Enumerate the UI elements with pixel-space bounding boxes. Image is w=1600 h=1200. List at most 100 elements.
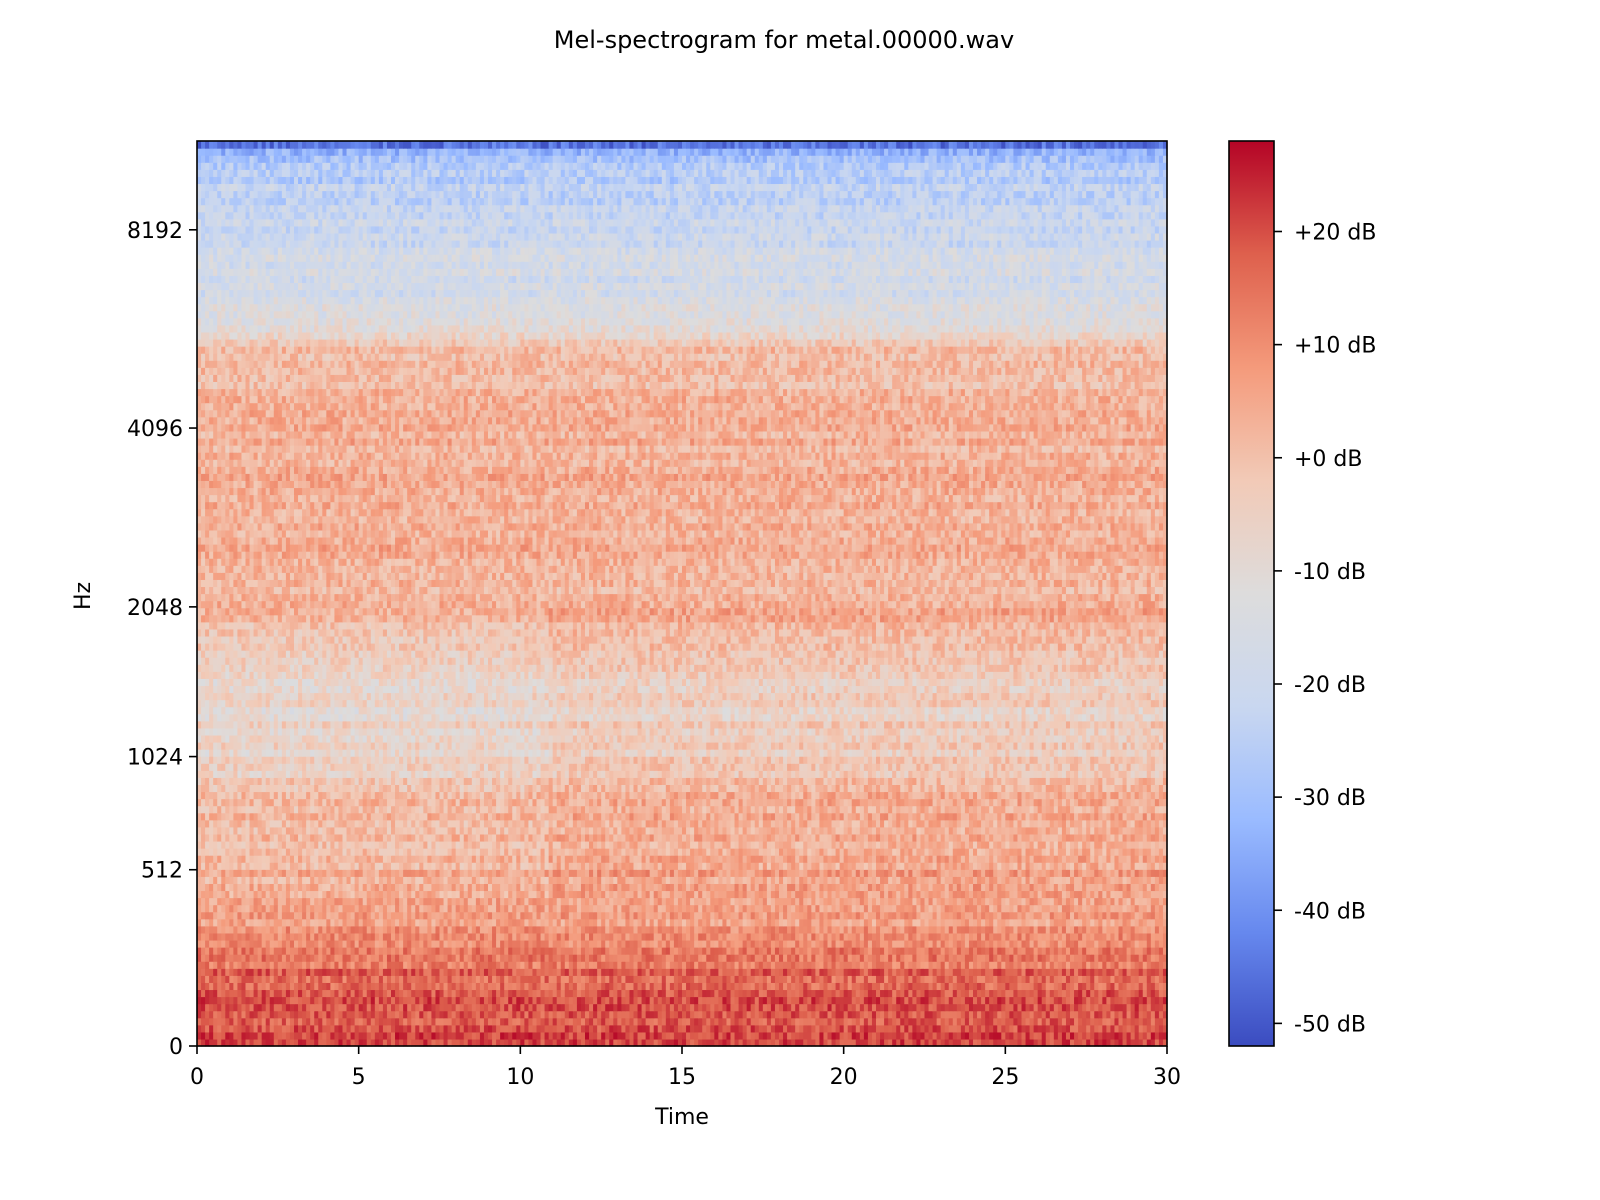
- heatmap-cell: [601, 947, 606, 955]
- heatmap-cell: [908, 997, 913, 1005]
- heatmap-cell: [423, 997, 428, 1005]
- heatmap-cell: [807, 1025, 812, 1033]
- heatmap-cell: [262, 905, 267, 913]
- heatmap-cell: [286, 1018, 291, 1026]
- heatmap-cell: [545, 982, 550, 990]
- heatmap-cell: [541, 919, 546, 927]
- heatmap-cell: [1135, 1004, 1140, 1012]
- heatmap-cell: [949, 1025, 954, 1033]
- heatmap-cell: [347, 982, 352, 990]
- heatmap-cell: [601, 905, 606, 913]
- heatmap-cell: [856, 982, 861, 990]
- heatmap-cell: [347, 926, 352, 934]
- heatmap-cell: [856, 975, 861, 983]
- heatmap-cell: [706, 912, 711, 920]
- heatmap-cell: [670, 954, 675, 962]
- heatmap-cell: [912, 961, 917, 969]
- heatmap-cell: [731, 940, 736, 948]
- heatmap-cell: [589, 912, 594, 920]
- heatmap-cell: [565, 1011, 570, 1019]
- heatmap-cell: [1139, 961, 1144, 969]
- heatmap-cell: [791, 954, 796, 962]
- heatmap-cell: [884, 926, 889, 934]
- heatmap-cell: [718, 1011, 723, 1019]
- heatmap-cell: [1143, 940, 1148, 948]
- heatmap-cell: [213, 975, 218, 983]
- heatmap-cell: [642, 975, 647, 983]
- heatmap-cell: [840, 933, 845, 941]
- heatmap-cell: [743, 961, 748, 969]
- heatmap-cell: [795, 947, 800, 955]
- heatmap-cell: [682, 982, 687, 990]
- heatmap-cell: [318, 1004, 323, 1012]
- heatmap-cell: [512, 968, 517, 976]
- heatmap-cell: [775, 933, 780, 941]
- heatmap-cell: [508, 997, 513, 1005]
- heatmap-cell: [363, 954, 368, 962]
- heatmap-cell: [747, 1032, 752, 1040]
- heatmap-cell: [387, 968, 392, 976]
- heatmap-cell: [1050, 919, 1055, 927]
- heatmap-cell: [460, 954, 465, 962]
- heatmap-cell: [795, 926, 800, 934]
- heatmap-cell: [488, 926, 493, 934]
- heatmap-cell: [504, 1004, 509, 1012]
- heatmap-cell: [613, 919, 618, 927]
- heatmap-cell: [775, 1025, 780, 1033]
- heatmap-cell: [868, 954, 873, 962]
- heatmap-cell: [892, 1025, 897, 1033]
- heatmap-cell: [759, 933, 764, 941]
- heatmap-cell: [670, 1025, 675, 1033]
- heatmap-cell: [690, 926, 695, 934]
- heatmap-cell: [1001, 1018, 1006, 1026]
- heatmap-cell: [605, 954, 610, 962]
- heatmap-cell: [468, 975, 473, 983]
- heatmap-cell: [828, 1025, 833, 1033]
- heatmap-cell: [937, 1025, 942, 1033]
- heatmap-cell: [698, 919, 703, 927]
- heatmap-cell: [965, 940, 970, 948]
- heatmap-cell: [286, 940, 291, 948]
- heatmap-cell: [452, 1004, 457, 1012]
- heatmap-cell: [864, 926, 869, 934]
- heatmap-cell: [391, 954, 396, 962]
- heatmap-cell: [1110, 975, 1115, 983]
- heatmap-cell: [1131, 961, 1136, 969]
- heatmap-cell: [415, 997, 420, 1005]
- heatmap-cell: [589, 1011, 594, 1019]
- heatmap-cell: [528, 926, 533, 934]
- heatmap-cell: [779, 912, 784, 920]
- heatmap-cell: [1094, 982, 1099, 990]
- heatmap-cell: [233, 982, 238, 990]
- heatmap-cell: [528, 961, 533, 969]
- heatmap-cell: [419, 912, 424, 920]
- heatmap-cell: [1042, 947, 1047, 955]
- heatmap-cell: [896, 989, 901, 997]
- heatmap-cell: [1009, 968, 1014, 976]
- heatmap-cell: [225, 1004, 230, 1012]
- heatmap-cell: [912, 968, 917, 976]
- heatmap-cell: [722, 933, 727, 941]
- heatmap-cell: [209, 975, 214, 983]
- heatmap-cell: [1001, 989, 1006, 997]
- heatmap-cell: [391, 997, 396, 1005]
- heatmap-cell: [387, 1025, 392, 1033]
- heatmap-cell: [779, 961, 784, 969]
- heatmap-cell: [205, 1032, 210, 1040]
- heatmap-cell: [1046, 989, 1051, 997]
- heatmap-cell: [888, 947, 893, 955]
- heatmap-cell: [444, 954, 449, 962]
- heatmap-cell: [811, 989, 816, 997]
- heatmap-cell: [589, 989, 594, 997]
- heatmap-cell: [217, 989, 222, 997]
- heatmap-cell: [516, 919, 521, 927]
- heatmap-cell: [314, 947, 319, 955]
- heatmap-cell: [791, 1004, 796, 1012]
- heatmap-cell: [351, 997, 356, 1005]
- heatmap-cell: [541, 905, 546, 913]
- heatmap-cell: [666, 975, 671, 983]
- heatmap-cell: [884, 982, 889, 990]
- heatmap-cell: [925, 1018, 930, 1026]
- heatmap-cell: [1090, 933, 1095, 941]
- heatmap-cell: [246, 940, 251, 948]
